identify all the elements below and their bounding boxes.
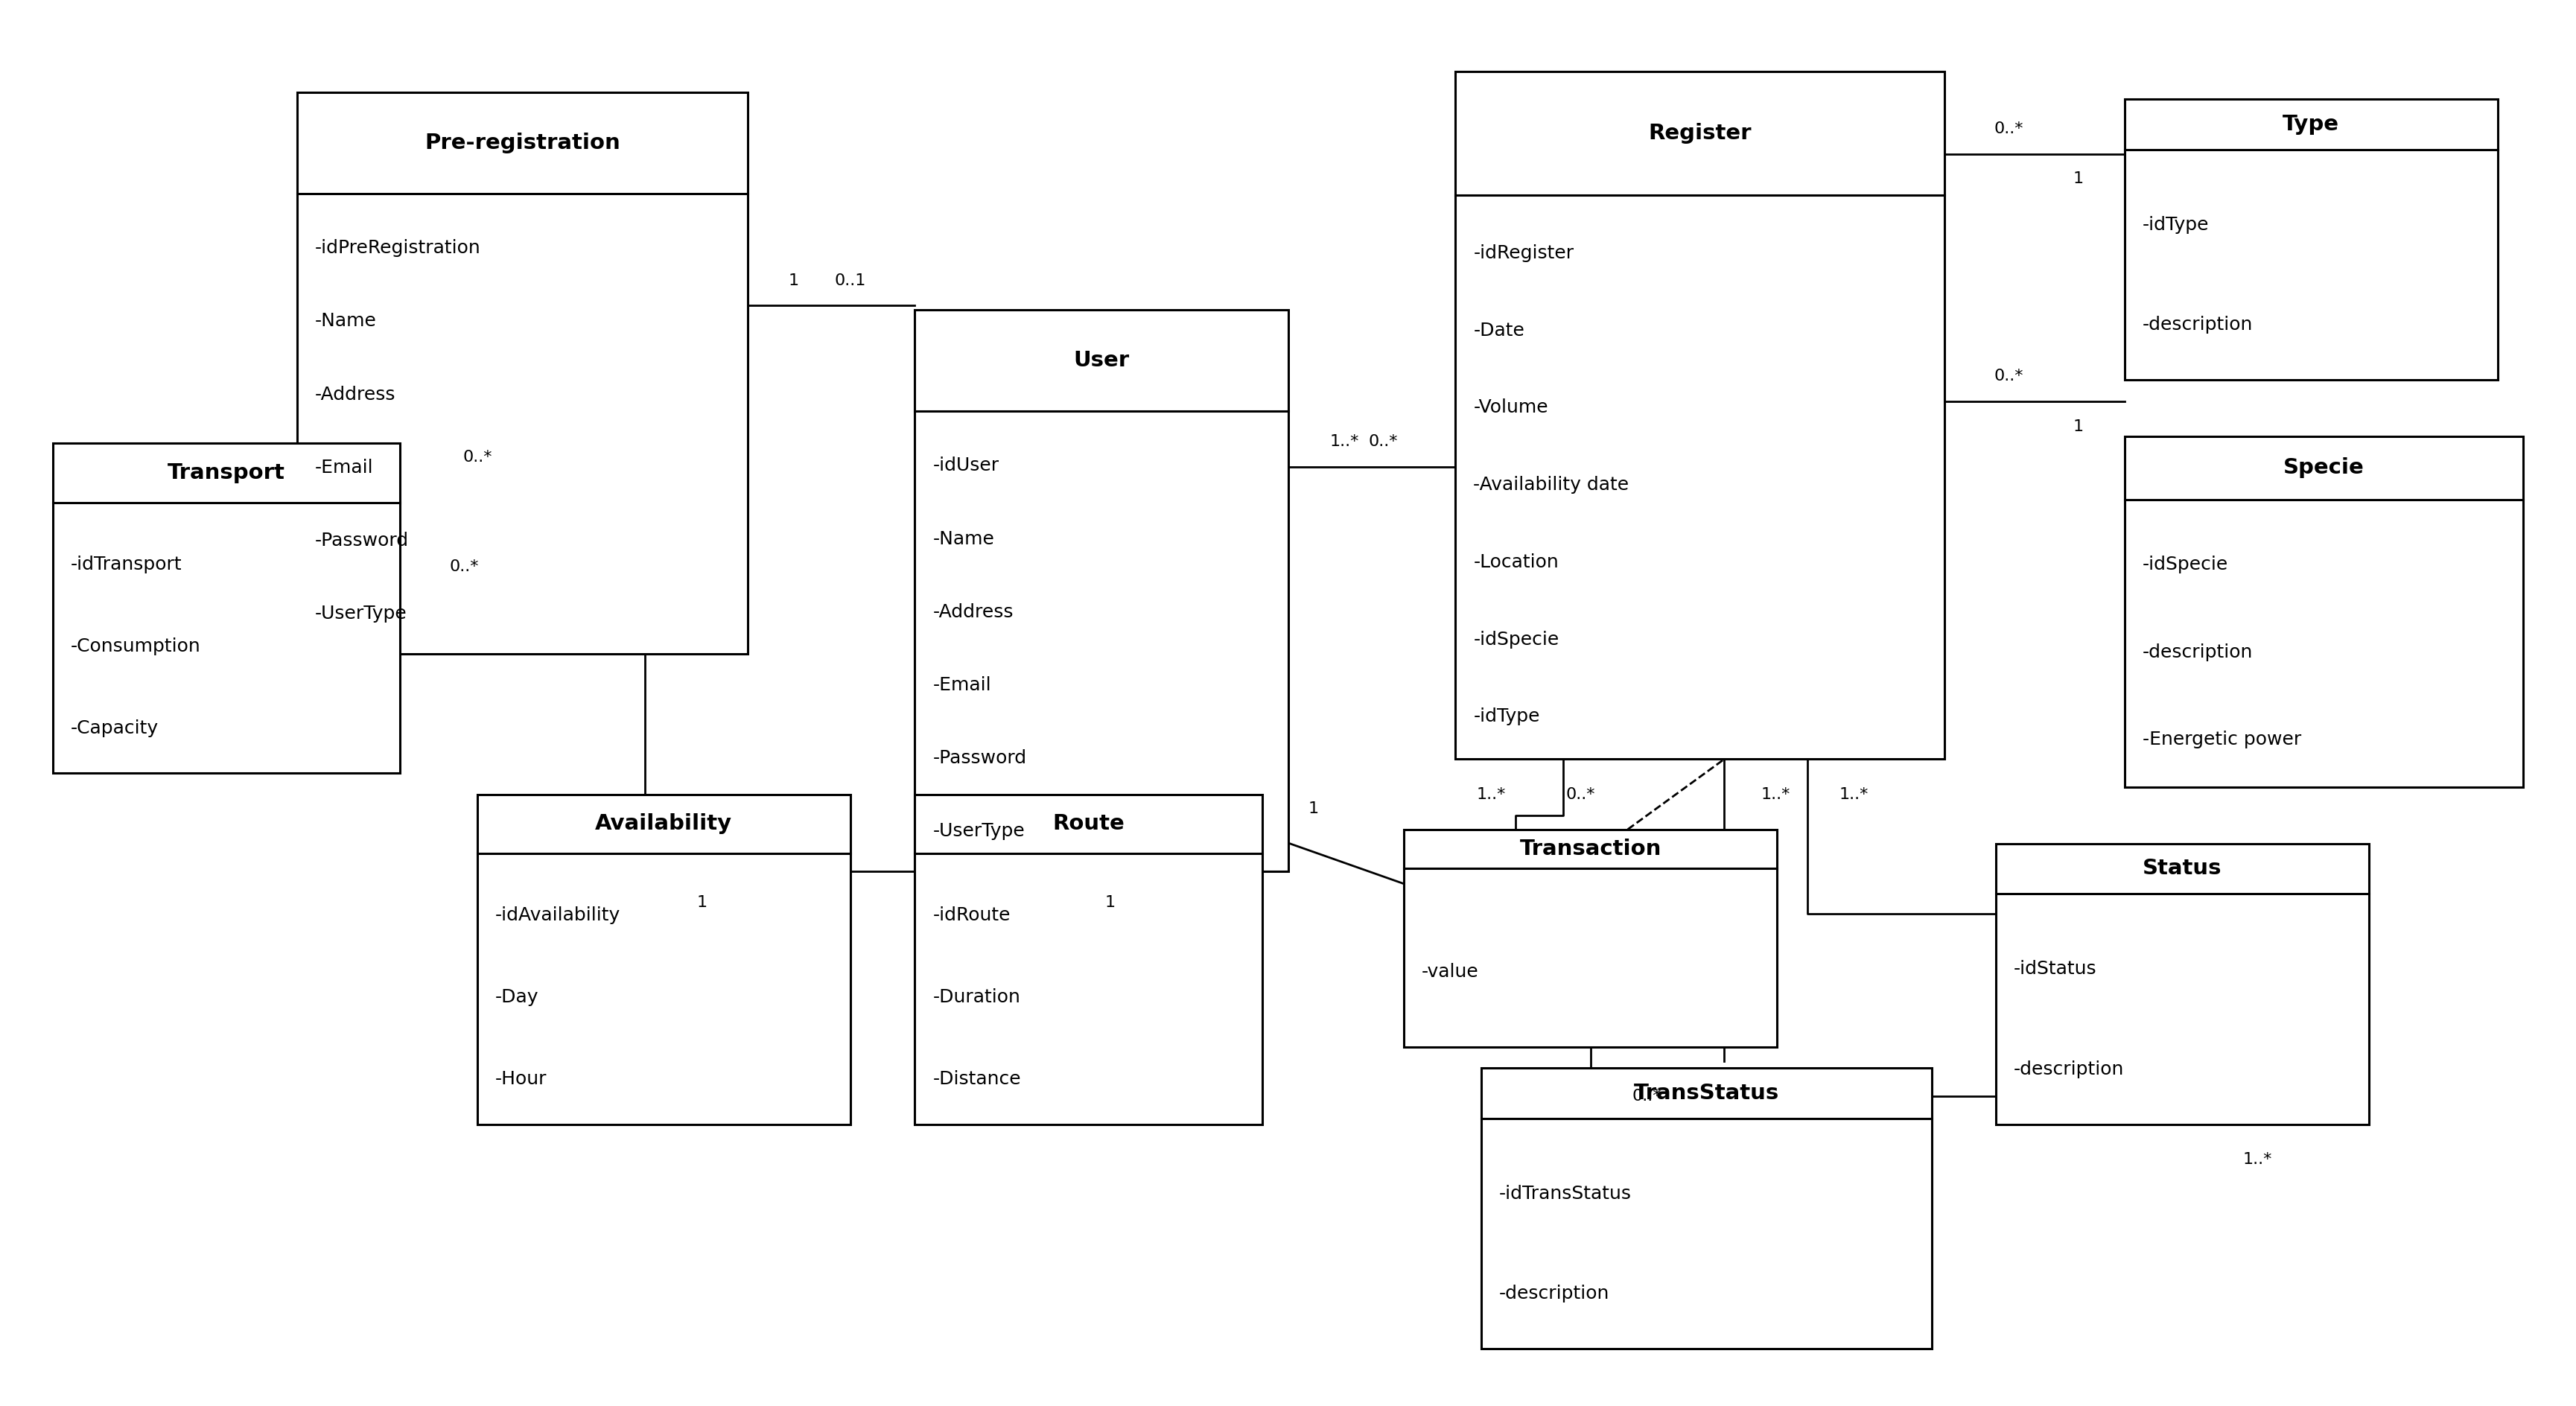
Text: User: User: [1074, 350, 1128, 371]
Text: -Password: -Password: [933, 749, 1028, 768]
Text: -idStatus: -idStatus: [2014, 960, 2097, 979]
Text: Specie: Specie: [2282, 457, 2365, 478]
Text: 0..*: 0..*: [1566, 787, 1595, 801]
Bar: [914, 794, 1262, 1125]
Text: 1: 1: [2074, 419, 2084, 434]
Text: -Address: -Address: [933, 603, 1012, 621]
Text: -idRoute: -idRoute: [933, 907, 1010, 924]
Text: Availability: Availability: [595, 814, 732, 834]
Text: -idType: -idType: [2143, 217, 2210, 233]
Text: Register: Register: [1649, 122, 1752, 143]
Text: -idTransStatus: -idTransStatus: [1499, 1185, 1631, 1202]
Bar: [1404, 830, 1777, 1047]
Text: -Day: -Day: [495, 988, 538, 1007]
Text: 1: 1: [696, 894, 706, 910]
Text: -Energetic power: -Energetic power: [2143, 730, 2300, 748]
Text: -Password: -Password: [314, 531, 410, 550]
Text: -UserType: -UserType: [933, 823, 1025, 841]
Text: 1: 1: [1309, 801, 1319, 815]
Text: 1..*: 1..*: [1839, 787, 1868, 801]
Text: 0..*: 0..*: [1994, 121, 2022, 136]
Text: -idPreRegistration: -idPreRegistration: [314, 239, 482, 257]
Text: -idAvailability: -idAvailability: [495, 907, 621, 924]
Text: -description: -description: [2143, 643, 2254, 661]
Text: Transaction: Transaction: [1520, 838, 1662, 859]
Bar: [2125, 100, 2499, 380]
Bar: [1481, 1069, 1932, 1348]
Text: -Duration: -Duration: [933, 988, 1020, 1007]
Bar: [1455, 72, 1945, 759]
Text: -idSpecie: -idSpecie: [1473, 630, 1558, 648]
Text: -idType: -idType: [1473, 707, 1540, 725]
Bar: [52, 443, 399, 773]
Bar: [477, 794, 850, 1125]
Text: -description: -description: [2014, 1060, 2125, 1078]
Text: -idTransport: -idTransport: [70, 555, 183, 574]
Text: -Capacity: -Capacity: [70, 720, 160, 737]
Text: -idRegister: -idRegister: [1473, 245, 1574, 262]
Text: -UserType: -UserType: [314, 605, 407, 623]
Text: Transport: Transport: [167, 463, 286, 484]
Text: Status: Status: [2143, 858, 2223, 879]
Text: 0..*: 0..*: [464, 450, 492, 465]
Text: 0..*: 0..*: [1633, 1088, 1662, 1104]
Text: 0..*: 0..*: [1994, 368, 2022, 384]
Text: -Email: -Email: [314, 458, 374, 477]
Text: -Name: -Name: [314, 312, 376, 330]
Text: -description: -description: [1499, 1285, 1610, 1303]
Text: 0..1: 0..1: [835, 273, 866, 288]
Text: -Location: -Location: [1473, 553, 1558, 571]
Text: 1..*: 1..*: [2244, 1152, 2272, 1167]
Text: 1: 1: [1105, 894, 1115, 910]
Text: -Hour: -Hour: [495, 1070, 546, 1088]
Text: 1..*: 1..*: [1476, 787, 1504, 801]
Bar: [914, 309, 1288, 872]
Text: Route: Route: [1054, 814, 1126, 834]
Text: 1: 1: [2074, 172, 2084, 187]
Text: -idSpecie: -idSpecie: [2143, 555, 2228, 574]
Bar: [1996, 844, 2370, 1125]
Text: TransStatus: TransStatus: [1633, 1083, 1780, 1104]
Text: -Volume: -Volume: [1473, 399, 1548, 416]
Text: -Date: -Date: [1473, 322, 1525, 339]
Text: Type: Type: [2282, 114, 2339, 135]
Text: Pre-registration: Pre-registration: [425, 132, 621, 153]
Text: -Distance: -Distance: [933, 1070, 1020, 1088]
Text: -Consumption: -Consumption: [70, 637, 201, 655]
Bar: [2125, 436, 2524, 787]
Text: 0..*: 0..*: [451, 560, 479, 574]
Bar: [296, 93, 747, 654]
Text: -description: -description: [2143, 316, 2254, 335]
Text: -Availability date: -Availability date: [1473, 475, 1628, 494]
Text: 1: 1: [788, 273, 799, 288]
Text: 1..*: 1..*: [1762, 787, 1790, 801]
Text: -Email: -Email: [933, 676, 992, 695]
Text: 1..*: 1..*: [1329, 434, 1360, 450]
Text: -Name: -Name: [933, 530, 994, 548]
Text: -idUser: -idUser: [933, 457, 999, 475]
Text: 0..*: 0..*: [1368, 434, 1399, 450]
Text: -Address: -Address: [314, 385, 397, 404]
Text: -value: -value: [1422, 963, 1479, 980]
